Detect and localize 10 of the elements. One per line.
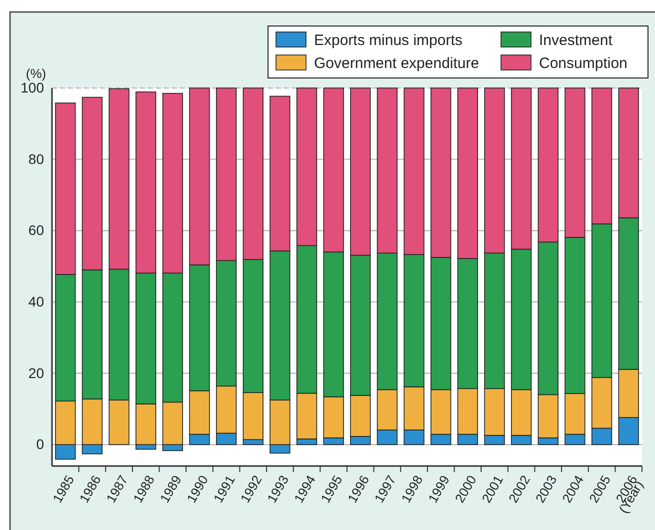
legend-label: Consumption [539,55,628,72]
y-tick-label: 40 [28,293,44,310]
y-tick-label: 20 [28,364,44,381]
y-axis-title: (%) [26,66,46,81]
legend-label: Investment [539,32,614,49]
y-tick-label: 60 [28,222,44,238]
y-tick-label: 80 [28,150,44,167]
legend-label: Government expenditure [314,55,480,72]
y-tick-label: 0 [36,436,44,452]
legend-label: Exports minus imports [314,32,462,49]
